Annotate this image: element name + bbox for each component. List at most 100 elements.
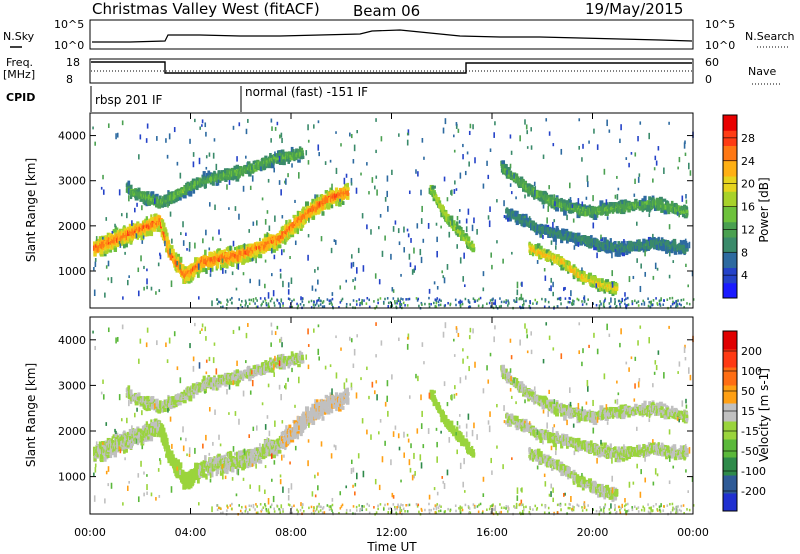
- power-scatter-cell: [232, 240, 235, 247]
- power-scatter-cell: [279, 134, 281, 139]
- power-cell: [648, 196, 652, 201]
- freq-panel: [89, 58, 694, 84]
- power-cell: [320, 194, 324, 200]
- power-scatter-cell: [455, 124, 458, 129]
- power-scatter-cell: [280, 298, 283, 303]
- power-scatter-cell: [634, 152, 637, 157]
- power-cell: [346, 190, 349, 197]
- power-scatter-cell: [201, 124, 203, 127]
- power-cell: [249, 255, 253, 262]
- power-scatter-cell: [179, 264, 181, 270]
- power-ground-cell: [428, 296, 430, 300]
- velocity-cell: [98, 441, 103, 447]
- power-ground-cell: [513, 299, 515, 302]
- power-ground-cell: [317, 304, 320, 308]
- power-cell: [213, 255, 218, 261]
- velocity-cell: [102, 451, 106, 456]
- power-scatter-cell: [270, 248, 273, 254]
- power-scatter-cell: [182, 240, 185, 246]
- power-cell: [576, 278, 581, 282]
- power-scatter-cell: [208, 202, 211, 207]
- power-scatter-cell: [581, 201, 584, 207]
- power-ground-cell: [614, 302, 616, 306]
- power-cell: [245, 252, 248, 258]
- power-scatter-cell: [407, 233, 410, 238]
- power-ground-cell: [259, 297, 262, 300]
- power-cell: [578, 213, 581, 217]
- power-ground-cell: [421, 303, 423, 306]
- power-cell: [464, 235, 469, 240]
- power-scatter-cell: [339, 198, 341, 202]
- power-scatter-cell: [118, 240, 121, 245]
- power-scatter-cell: [652, 233, 654, 238]
- power-cell: [276, 245, 279, 251]
- power-cell: [616, 208, 620, 214]
- power-ground-cell: [659, 304, 662, 307]
- power-scatter-cell: [218, 170, 221, 174]
- power-scatter-cell: [324, 161, 327, 165]
- cpid-label: CPID: [6, 91, 35, 104]
- colorbar-swatch: [723, 160, 737, 177]
- power-scatter-cell: [350, 262, 353, 269]
- power-scatter-cell: [510, 150, 513, 155]
- power-scatter-cell: [267, 178, 270, 183]
- power-scatter-cell: [530, 127, 532, 132]
- power-cell: [300, 155, 305, 160]
- power-ground-cell: [522, 302, 525, 306]
- power-ground-cell: [534, 298, 537, 302]
- power-scatter-cell: [472, 124, 474, 130]
- power-scatter-cell: [197, 296, 200, 300]
- power-cell: [160, 219, 165, 225]
- power-cell: [435, 195, 438, 200]
- power-scatter-cell: [633, 193, 636, 197]
- power-cell: [302, 206, 305, 210]
- power-cell: [161, 203, 165, 208]
- power-cell: [543, 248, 546, 254]
- power-cell: [282, 159, 286, 166]
- power-cell: [225, 176, 229, 180]
- power-cell: [185, 190, 189, 194]
- power-cell: [590, 235, 593, 241]
- power-cell: [269, 154, 274, 160]
- power-ground-cell: [635, 301, 638, 305]
- power-scatter-cell: [166, 154, 169, 159]
- power-cell: [202, 267, 207, 273]
- power-cell: [515, 220, 519, 226]
- power-ground-cell: [402, 298, 404, 301]
- power-scatter-cell: [238, 122, 241, 127]
- power-scatter-cell: [226, 184, 228, 190]
- power-scatter-cell: [406, 132, 409, 136]
- power-scatter-cell: [273, 159, 275, 166]
- power-ground-cell: [468, 306, 470, 309]
- power-ground-cell: [523, 300, 525, 303]
- power-cell: [206, 178, 210, 183]
- power-scatter-cell: [490, 252, 493, 258]
- y-tick-label: 3000: [58, 175, 86, 188]
- power-scatter-cell: [462, 154, 464, 160]
- power-cell: [196, 271, 200, 278]
- power-ground-cell: [399, 299, 401, 303]
- power-ground-cell: [384, 297, 386, 301]
- power-ground-cell: [447, 301, 449, 305]
- power-ground-cell: [506, 304, 509, 307]
- power-scatter-cell: [376, 189, 378, 196]
- power-cell: [158, 195, 162, 201]
- power-scatter-cell: [521, 281, 523, 287]
- power-scatter-cell: [314, 194, 316, 199]
- power-cell: [146, 191, 150, 197]
- power-scatter-cell: [572, 218, 575, 223]
- power-scatter-cell: [209, 273, 212, 277]
- power-scatter-cell: [291, 163, 293, 168]
- power-scatter-cell: [474, 157, 476, 164]
- power-cell: [458, 227, 463, 231]
- power-scatter-cell: [350, 254, 353, 259]
- power-scatter-cell: [503, 215, 506, 219]
- power-scatter-cell: [335, 131, 337, 134]
- power-scatter-cell: [463, 252, 465, 259]
- power-cell: [581, 279, 585, 285]
- power-scatter-cell: [311, 285, 314, 291]
- power-scatter-cell: [307, 124, 309, 131]
- power-scatter-cell: [493, 132, 495, 138]
- power-ground-cell: [262, 300, 265, 303]
- power-cell: [614, 283, 619, 289]
